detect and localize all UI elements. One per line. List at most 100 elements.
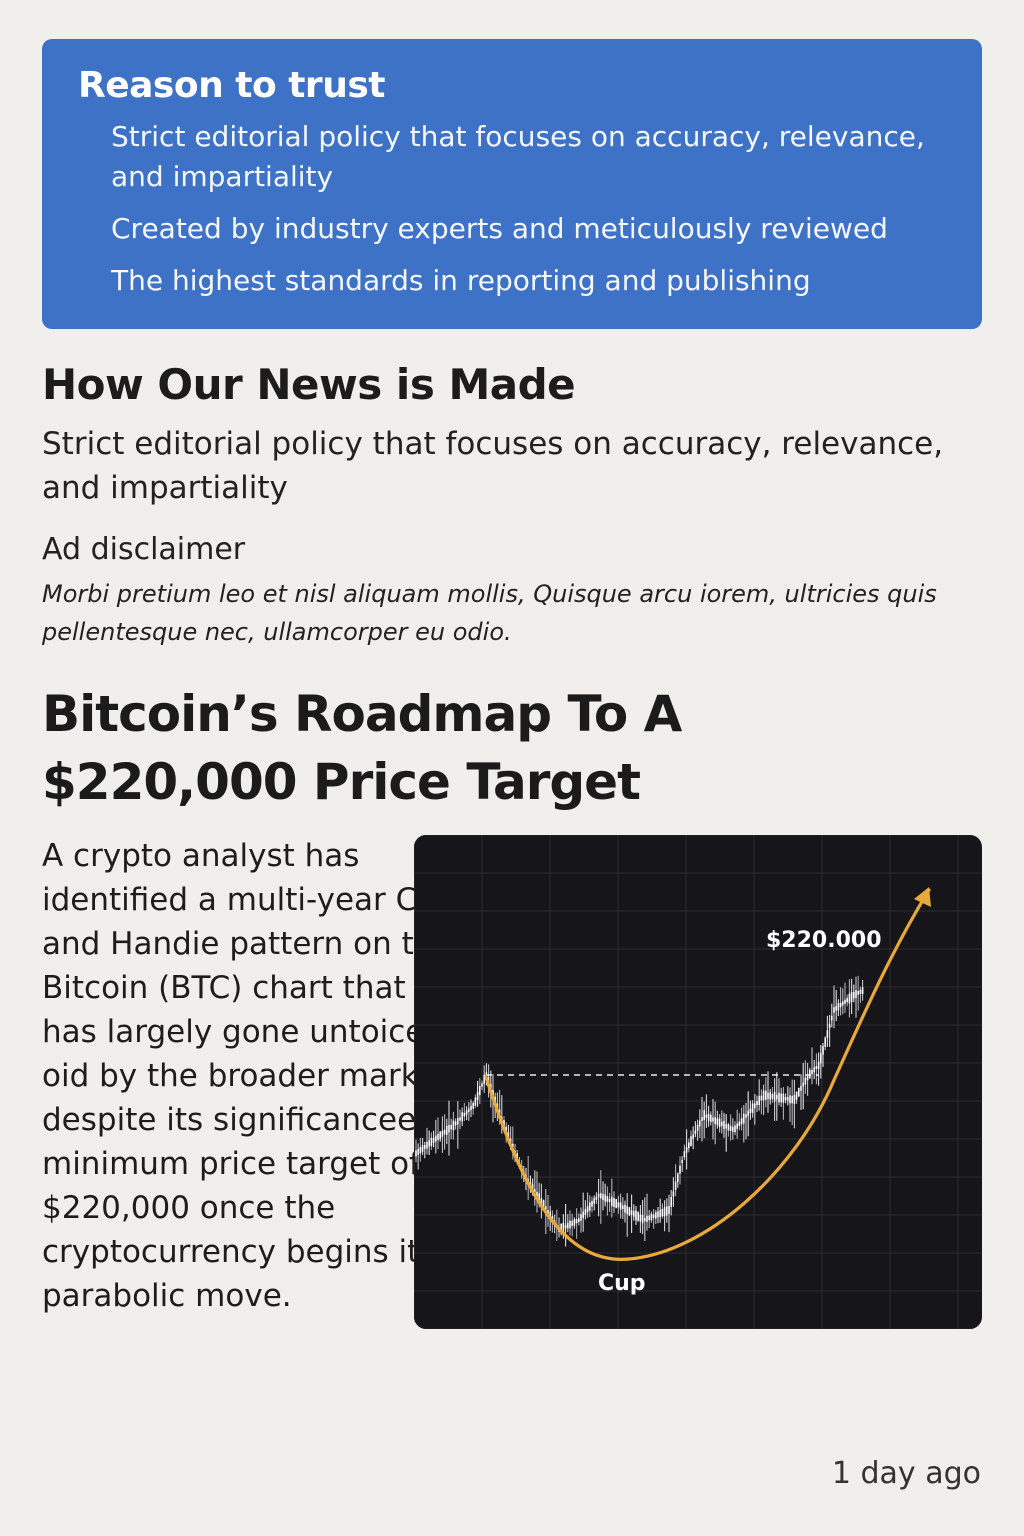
candle-body: [850, 991, 853, 1002]
article-title: Bitcoin’s Roadmap To A $220,000 Price Ta…: [42, 685, 682, 811]
candle-body: [699, 1120, 701, 1127]
candle-body: [481, 1083, 483, 1087]
candle-body: [780, 1093, 782, 1103]
candle-body: [567, 1222, 569, 1229]
target-price-label: $220.000: [766, 928, 882, 953]
candle-body: [701, 1117, 703, 1121]
candle-body: [762, 1090, 765, 1101]
candle-body: [683, 1151, 686, 1158]
candle-body: [734, 1125, 736, 1133]
candle-body: [729, 1125, 732, 1131]
candle-body: [474, 1097, 477, 1106]
candle-body: [446, 1125, 448, 1135]
candle-body: [784, 1097, 787, 1101]
candle-body: [571, 1220, 573, 1227]
candle-body: [421, 1145, 424, 1152]
candle-body: [857, 991, 859, 995]
candle-body: [806, 1074, 809, 1081]
candle-body: [650, 1213, 653, 1221]
candle-body: [694, 1130, 697, 1134]
trust-title: Reason to trust: [78, 65, 385, 106]
candle-body: [655, 1212, 657, 1219]
candle-body: [641, 1215, 644, 1224]
candle-body: [604, 1194, 606, 1202]
candle-body: [542, 1200, 545, 1209]
candle-body: [540, 1198, 543, 1204]
candle-body: [441, 1130, 444, 1137]
candle-body: [668, 1206, 670, 1214]
candle-body: [789, 1095, 791, 1104]
candle-body: [468, 1108, 470, 1112]
candle-body: [630, 1210, 633, 1215]
candle-body: [817, 1061, 820, 1069]
candle-body: [672, 1191, 675, 1197]
candle-body: [822, 1046, 824, 1055]
candle-body: [787, 1097, 789, 1101]
candle-body: [661, 1208, 664, 1217]
trust-list: Strict editorial policy that focuses on …: [78, 117, 952, 301]
candle-body: [437, 1133, 439, 1141]
candle-body: [826, 1030, 829, 1038]
candle-body: [745, 1114, 747, 1118]
candle-body: [844, 999, 846, 1004]
candle-body: [586, 1206, 589, 1213]
candle-body: [463, 1112, 466, 1117]
chart-grid: [414, 835, 982, 1329]
candle-body: [646, 1215, 648, 1222]
candle-body: [606, 1196, 609, 1203]
candle-body: [833, 1007, 835, 1013]
candle-body: [716, 1118, 719, 1126]
candle-body: [459, 1117, 461, 1121]
candle-body: [776, 1094, 778, 1100]
candle-body: [811, 1070, 813, 1075]
timestamp: 1 day ago: [831, 1456, 981, 1491]
candle-body: [710, 1114, 712, 1123]
candle-body: [756, 1101, 758, 1106]
candle-body: [679, 1165, 681, 1174]
candle-body: [773, 1092, 776, 1102]
cup-curve: [484, 888, 931, 1261]
candle-body: [417, 1148, 419, 1155]
candle-body: [732, 1126, 734, 1132]
candle-body: [624, 1204, 626, 1213]
ad-disclaimer-text: Morbi pretium leo et nisl aliquam mollis…: [42, 580, 937, 646]
candle-body: [600, 1193, 602, 1199]
candle-body: [727, 1124, 730, 1131]
arrow-head-icon: [914, 887, 931, 907]
candle-body: [813, 1067, 815, 1073]
candle-body: [714, 1117, 716, 1125]
candle-body: [454, 1121, 457, 1126]
candle-body: [707, 1113, 710, 1121]
candle-body: [815, 1066, 818, 1070]
article-body: A crypto analyst has identified a multi-…: [42, 838, 459, 1314]
candle-body: [578, 1218, 580, 1222]
candle-body: [754, 1103, 756, 1109]
candle-body: [670, 1197, 672, 1207]
candle-body: [703, 1110, 705, 1120]
candle-body: [758, 1096, 760, 1105]
trust-item: Strict editorial policy that focuses on …: [111, 120, 925, 193]
candle-body: [652, 1214, 655, 1218]
candle-body: [432, 1138, 435, 1143]
candle-body: [452, 1120, 455, 1131]
candle-body: [628, 1207, 631, 1216]
candle-body: [696, 1124, 699, 1131]
candle-body: [461, 1112, 463, 1122]
candle-body: [791, 1096, 793, 1104]
candle-body: [597, 1193, 600, 1198]
candle-body: [765, 1090, 767, 1100]
candle-body: [457, 1118, 459, 1125]
candle-body: [721, 1121, 723, 1126]
reason-to-trust-box: Reason to trust Strict editorial policy …: [42, 39, 982, 329]
candle-body: [426, 1141, 428, 1149]
candle-body: [835, 1006, 837, 1011]
candle-body: [681, 1160, 683, 1164]
candle-body: [562, 1222, 565, 1233]
candle-body: [608, 1198, 611, 1202]
candle-body: [617, 1202, 620, 1208]
candle-body: [782, 1093, 785, 1103]
candle-body: [831, 1015, 833, 1021]
candle-body: [611, 1196, 613, 1207]
candle-body: [639, 1214, 642, 1222]
candle-body: [443, 1129, 446, 1135]
